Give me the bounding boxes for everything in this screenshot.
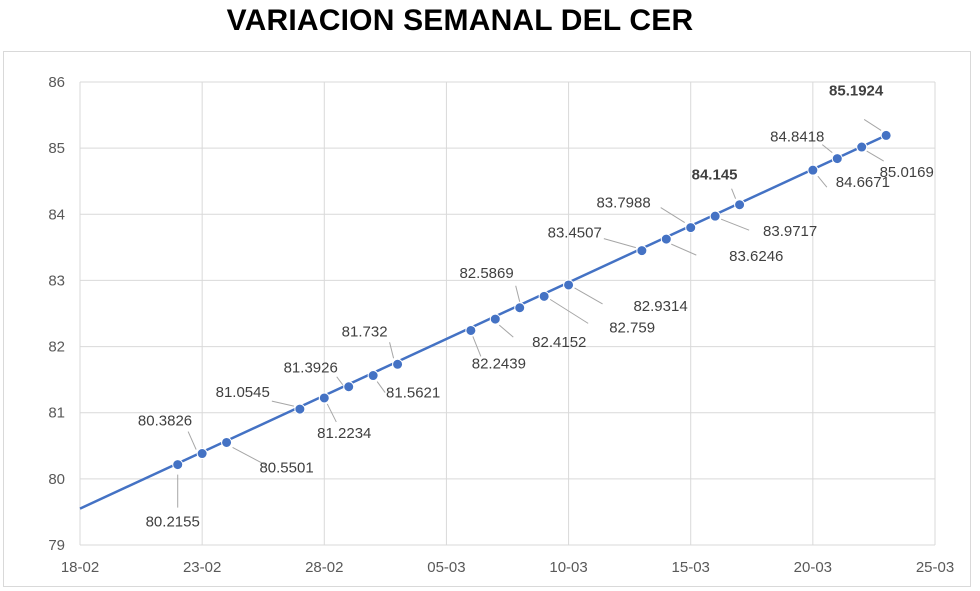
data-label: 82.4152 <box>532 334 586 351</box>
leader-line <box>731 188 737 199</box>
data-label: 84.145 <box>692 167 738 184</box>
data-point <box>343 381 355 393</box>
leader-line <box>866 150 884 162</box>
y-tick-label: 79 <box>48 537 65 554</box>
data-label: 84.6671 <box>836 174 890 191</box>
data-label: 80.5501 <box>259 459 313 476</box>
data-point <box>807 164 819 176</box>
data-label: 83.4507 <box>548 225 602 242</box>
data-point <box>660 233 672 245</box>
leader-line <box>817 175 828 188</box>
x-tick-label: 10-03 <box>549 559 587 576</box>
data-point <box>465 324 477 336</box>
data-label: 82.2439 <box>472 355 526 372</box>
data-label: 83.9717 <box>763 223 817 240</box>
data-point <box>221 436 233 448</box>
leader-line <box>498 324 514 338</box>
leader-line <box>574 287 603 305</box>
leader-line <box>376 381 386 393</box>
y-tick-label: 85 <box>48 140 65 157</box>
y-tick-label: 81 <box>48 405 65 422</box>
x-tick-label: 25-03 <box>916 559 954 576</box>
data-label: 81.0545 <box>216 384 270 401</box>
leader-line <box>336 376 344 386</box>
data-point <box>318 392 330 404</box>
x-tick-label: 15-03 <box>672 559 710 576</box>
data-label: 85.1924 <box>829 82 884 99</box>
data-label: 81.2234 <box>317 425 371 442</box>
leader-line <box>660 207 685 224</box>
data-label: 82.5869 <box>459 265 513 282</box>
data-label: 83.7988 <box>596 195 650 212</box>
data-point <box>367 370 379 382</box>
y-tick-label: 83 <box>48 272 65 289</box>
data-point <box>856 141 868 153</box>
data-point <box>685 222 697 234</box>
data-label: 81.732 <box>342 323 388 340</box>
leader-line <box>187 431 197 450</box>
leader-line <box>389 342 395 359</box>
leader-line <box>549 298 589 324</box>
data-label: 83.6246 <box>729 248 783 265</box>
y-tick-label: 86 <box>48 74 65 91</box>
leader-line <box>472 336 482 357</box>
leader-line <box>671 243 697 256</box>
y-tick-label: 80 <box>48 471 65 488</box>
data-label: 85.0169 <box>880 164 934 181</box>
leader-line <box>821 144 833 153</box>
data-point <box>392 358 404 370</box>
x-tick-label: 18-02 <box>61 559 99 576</box>
chart-title: VARIACION SEMANAL DEL CER <box>226 4 694 37</box>
data-point <box>514 302 526 314</box>
data-point <box>538 290 550 302</box>
x-tick-label: 28-02 <box>305 559 343 576</box>
data-point <box>563 279 575 291</box>
leader-line <box>863 118 882 131</box>
data-label: 84.8418 <box>770 129 824 146</box>
data-label: 80.3826 <box>138 413 192 430</box>
leader-line <box>232 447 267 466</box>
data-point <box>294 403 306 415</box>
data-label: 80.2155 <box>146 514 200 531</box>
data-point <box>636 245 648 257</box>
y-tick-label: 84 <box>48 206 65 223</box>
data-point <box>831 153 843 165</box>
leader-line <box>326 403 337 423</box>
x-tick-label: 20-03 <box>794 559 832 576</box>
data-label: 82.759 <box>609 319 655 336</box>
x-tick-label: 23-02 <box>183 559 221 576</box>
chart-frame <box>3 51 971 587</box>
data-label: 81.5621 <box>386 385 440 402</box>
data-point <box>709 210 721 222</box>
data-label: 82.9314 <box>633 298 687 315</box>
data-point <box>172 459 184 471</box>
data-point <box>880 129 892 141</box>
data-point <box>196 448 208 460</box>
leader-line <box>515 285 521 302</box>
data-point <box>489 313 501 325</box>
x-tick-label: 05-03 <box>427 559 465 576</box>
data-label: 81.3926 <box>284 360 338 377</box>
leader-line <box>720 218 750 231</box>
y-tick-label: 82 <box>48 339 65 356</box>
leader-line <box>271 400 294 407</box>
leader-line <box>603 238 636 249</box>
data-point <box>734 199 746 211</box>
trend-line <box>79 134 887 510</box>
